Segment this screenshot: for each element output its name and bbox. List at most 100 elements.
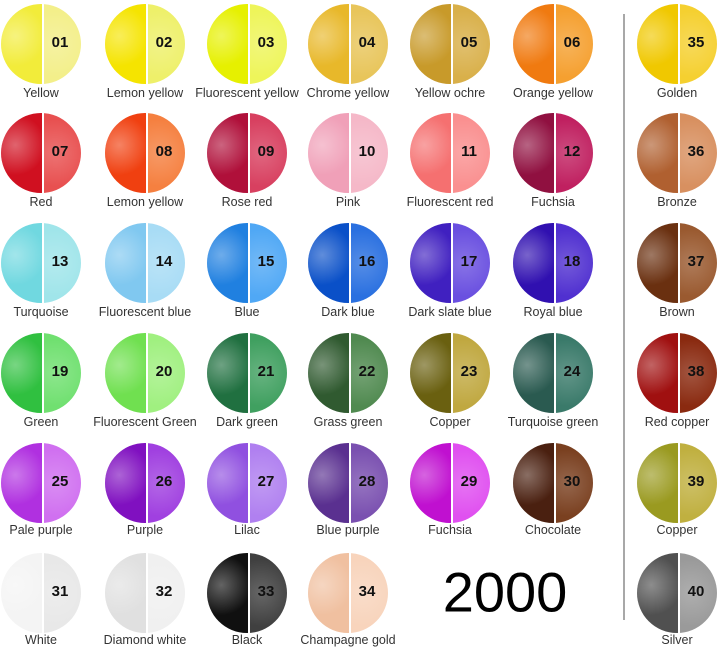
- swatch-number: 20: [155, 363, 173, 380]
- swatch-number: 35: [687, 34, 705, 51]
- divider: [42, 553, 44, 633]
- swatch-label: Copper: [429, 415, 471, 429]
- color-swatch: 05: [410, 4, 490, 84]
- divider: [678, 223, 680, 303]
- swatch-number: 04: [358, 34, 376, 51]
- divider: [146, 223, 148, 303]
- gloss-half: [105, 553, 146, 633]
- powder-half: [351, 443, 388, 523]
- color-swatch: 02: [105, 4, 185, 84]
- divider: [42, 4, 44, 84]
- swatch-number: 17: [460, 253, 478, 270]
- color-swatch: 11: [410, 113, 490, 193]
- divider: [349, 4, 351, 84]
- powder-half: [556, 4, 593, 84]
- divider: [349, 113, 351, 193]
- color-swatch: 35: [637, 4, 717, 84]
- swatch-number: 26: [155, 473, 173, 490]
- swatch-label: Diamond white: [103, 633, 187, 647]
- divider: [554, 443, 556, 523]
- powder-half: [453, 113, 490, 193]
- swatch-label: Turquoise: [13, 305, 69, 319]
- swatch-label: Yellow ochre: [414, 86, 486, 100]
- gloss-half: [513, 333, 554, 413]
- divider: [678, 553, 680, 633]
- color-swatch: 24: [513, 333, 593, 413]
- gloss-half: [637, 553, 678, 633]
- swatch-label: Blue: [234, 305, 260, 319]
- swatch-label: Champagne gold: [300, 633, 396, 647]
- gloss-half: [410, 4, 451, 84]
- gloss-half: [207, 443, 248, 523]
- gloss-half: [308, 4, 349, 84]
- gloss-half: [410, 443, 451, 523]
- powder-half: [148, 443, 185, 523]
- swatch-label: Dark blue: [321, 305, 375, 319]
- color-swatch: 16: [308, 223, 388, 303]
- divider: [554, 4, 556, 84]
- powder-half: [453, 443, 490, 523]
- swatch-number: 11: [461, 143, 477, 160]
- swatch-label: Bronze: [657, 195, 697, 209]
- color-swatch: 09: [207, 113, 287, 193]
- powder-half: [680, 333, 717, 413]
- swatch-label: White: [25, 633, 57, 647]
- swatch-number: 09: [257, 143, 275, 160]
- powder-half: [250, 443, 287, 523]
- swatch-number: 31: [51, 583, 69, 600]
- powder-half: [680, 553, 717, 633]
- swatch-number: 29: [460, 473, 478, 490]
- divider: [554, 223, 556, 303]
- gloss-half: [410, 223, 451, 303]
- divider: [349, 443, 351, 523]
- gloss-half: [513, 113, 554, 193]
- color-swatch: 37: [637, 223, 717, 303]
- gloss-half: [308, 223, 349, 303]
- powder-half: [148, 4, 185, 84]
- powder-half: [44, 223, 81, 303]
- divider: [146, 113, 148, 193]
- swatch-number: 23: [460, 363, 478, 380]
- divider: [248, 223, 250, 303]
- color-swatch: 26: [105, 443, 185, 523]
- swatch-number: 33: [257, 583, 275, 600]
- gloss-half: [207, 4, 248, 84]
- color-swatch: 08: [105, 113, 185, 193]
- gloss-half: [637, 4, 678, 84]
- gloss-half: [637, 223, 678, 303]
- swatch-number: 32: [155, 583, 173, 600]
- swatch-label: Fuchsia: [531, 195, 575, 209]
- color-swatch: 19: [1, 333, 81, 413]
- color-swatch: 12: [513, 113, 593, 193]
- divider: [248, 4, 250, 84]
- gloss-half: [207, 113, 248, 193]
- powder-half: [453, 333, 490, 413]
- divider: [42, 113, 44, 193]
- swatch-label: Fluorescent Green: [93, 415, 197, 429]
- divider: [248, 553, 250, 633]
- color-swatch: 18: [513, 223, 593, 303]
- powder-half: [148, 223, 185, 303]
- swatch-label: Royal blue: [523, 305, 583, 319]
- powder-half: [44, 4, 81, 84]
- gloss-half: [308, 333, 349, 413]
- swatch-label: Chocolate: [524, 523, 582, 537]
- swatch-number: 37: [687, 253, 705, 270]
- swatch-number: 10: [358, 143, 376, 160]
- swatch-label: Silver: [661, 633, 693, 647]
- gloss-half: [1, 113, 42, 193]
- gloss-half: [207, 553, 248, 633]
- gloss-half: [637, 443, 678, 523]
- gloss-half: [308, 113, 349, 193]
- color-swatch: 22: [308, 333, 388, 413]
- swatch-label: Black: [231, 633, 263, 647]
- gloss-half: [637, 333, 678, 413]
- color-swatch: 10: [308, 113, 388, 193]
- divider: [146, 4, 148, 84]
- swatch-number: 34: [358, 583, 376, 600]
- powder-half: [351, 333, 388, 413]
- divider: [678, 4, 680, 84]
- divider: [451, 113, 453, 193]
- swatch-label: Pale purple: [9, 523, 73, 537]
- divider: [678, 443, 680, 523]
